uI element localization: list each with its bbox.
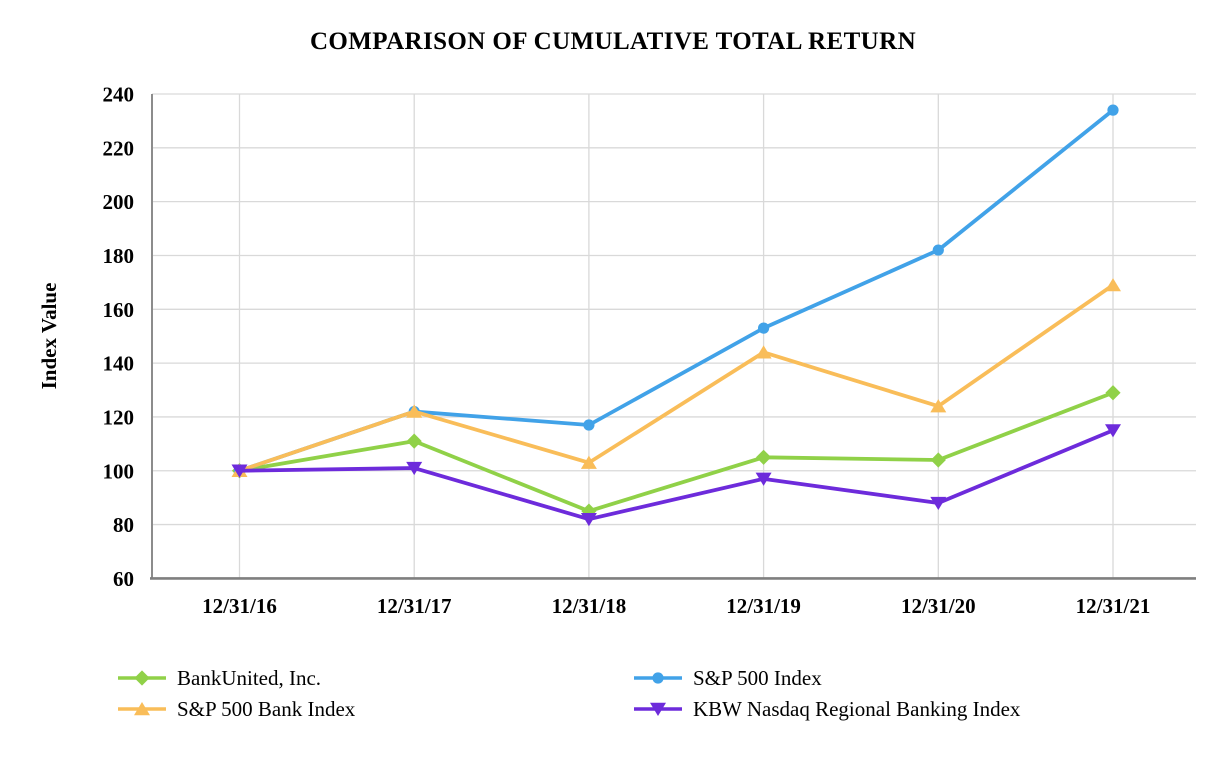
chart-title: COMPARISON OF CUMULATIVE TOTAL RETURN	[309, 28, 917, 55]
legend-label: S&P 500 Bank Index	[177, 697, 356, 721]
legend-label: KBW Nasdaq Regional Banking Index	[693, 697, 1021, 721]
y-tick-label: 120	[103, 405, 135, 429]
series-line-2	[238, 283, 1115, 473]
series-line-0	[239, 390, 1114, 514]
y-tick-label: 240	[103, 83, 135, 107]
legend-marker-circle-icon	[634, 672, 682, 684]
x-tick-label: 12/31/19	[726, 594, 801, 618]
y-tick-label: 100	[103, 459, 135, 483]
legend-label: BankUnited, Inc.	[177, 666, 322, 690]
data-point-marker	[231, 464, 248, 478]
data-point-marker	[930, 496, 947, 511]
data-point-marker	[1107, 104, 1119, 116]
legend-marker-triangle-down-icon	[634, 702, 682, 716]
x-tick-label: 12/31/20	[901, 594, 976, 618]
data-point-marker	[581, 503, 597, 519]
data-point-marker	[406, 433, 422, 449]
legend-label: S&P 500 Index	[693, 666, 822, 690]
data-point-marker	[406, 404, 423, 418]
y-tick-label: 80	[113, 513, 134, 537]
y-tick-label: 220	[103, 136, 135, 160]
x-tick-label: 12/31/21	[1076, 594, 1151, 618]
legend-marker-triangle-up-icon	[118, 702, 166, 716]
data-point-marker	[755, 345, 772, 359]
legend-marker	[134, 702, 150, 716]
y-tick-label: 60	[113, 567, 134, 591]
data-point-marker	[758, 322, 770, 334]
legend-item-sp500-bank-index: S&P 500 Bank Index	[116, 697, 355, 721]
data-point-marker	[932, 244, 944, 256]
legend-marker-diamond-icon	[118, 670, 166, 686]
series-line-3	[239, 428, 1114, 522]
legend-marker	[134, 670, 150, 686]
legend-item-bankunited: BankUnited, Inc.	[116, 666, 321, 690]
legend-marker	[652, 672, 664, 684]
legend-item-sp500-index: S&P 500 Index	[632, 666, 822, 690]
data-point-marker	[755, 472, 772, 486]
x-tick-label: 12/31/17	[377, 594, 452, 618]
y-axis-title: Index Value	[37, 283, 61, 390]
data-point-marker	[583, 419, 595, 431]
x-tick-label: 12/31/18	[552, 594, 627, 618]
y-tick-label: 180	[103, 244, 135, 268]
legend-marker	[650, 702, 666, 716]
y-tick-label: 160	[103, 298, 135, 322]
legend-item-kbw-nasdaq-regional-banking-index: KBW Nasdaq Regional Banking Index	[632, 697, 1020, 721]
y-tick-label: 200	[103, 190, 135, 214]
data-point-marker	[1105, 385, 1121, 401]
data-point-marker	[580, 455, 597, 469]
data-point-marker	[1105, 278, 1121, 292]
data-point-marker	[930, 452, 946, 468]
data-point-marker	[406, 461, 423, 476]
data-point-marker	[580, 512, 597, 527]
y-tick-label: 140	[103, 352, 135, 376]
data-point-marker	[756, 449, 772, 465]
x-tick-label: 12/31/16	[202, 594, 277, 618]
data-point-marker	[930, 399, 947, 413]
data-point-marker	[1105, 424, 1121, 438]
